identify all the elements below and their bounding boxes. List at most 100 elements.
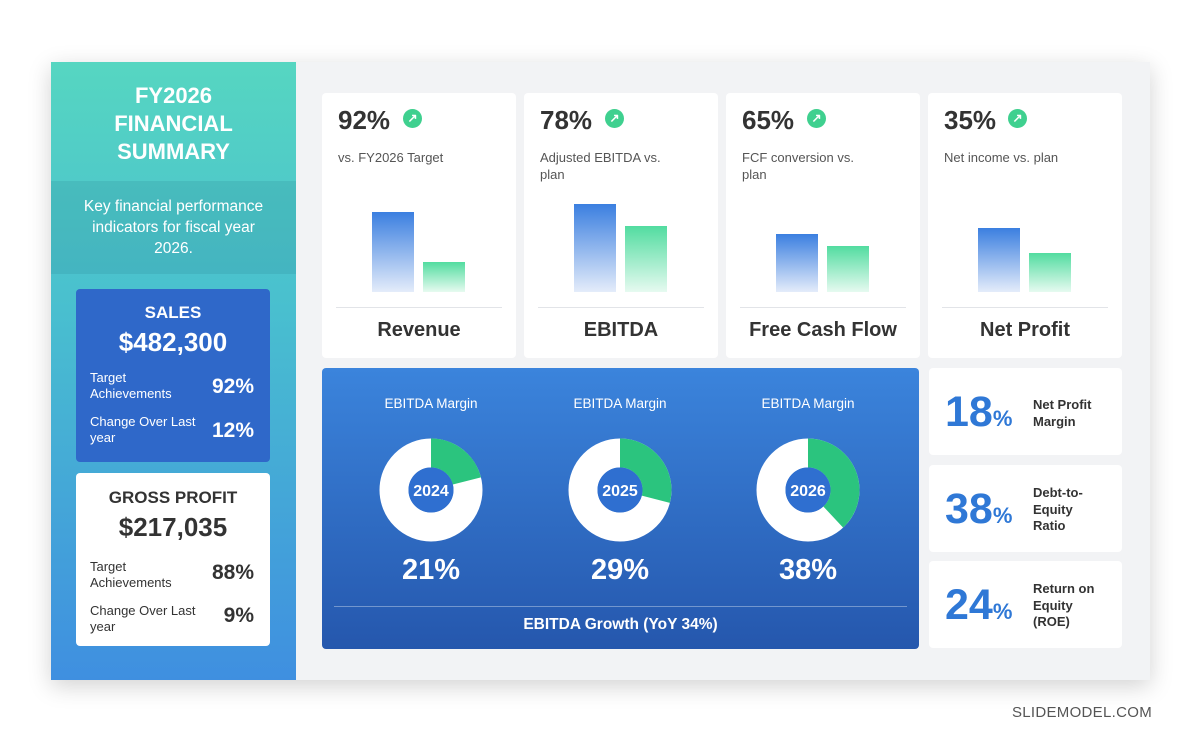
gross-change-label: Change Over Last year xyxy=(90,603,196,634)
sidebar-title-line: FY2026 xyxy=(134,83,213,108)
ratio-label: Net Profit Margin xyxy=(1033,397,1092,430)
ratio-unit: % xyxy=(992,406,1013,431)
kpi-bar-primary xyxy=(574,204,616,292)
ebitda-growth-label: EBITDA Growth (YoY 34%) xyxy=(523,616,718,633)
kpi-bar-secondary xyxy=(423,262,465,292)
ratio-number: 38 xyxy=(945,485,993,533)
donut-label: EBITDA Margin xyxy=(573,396,667,411)
arrow-up-right-icon: ↗ xyxy=(1008,109,1027,128)
ratio-label-line: Margin xyxy=(1033,413,1076,429)
sales-value: $482,300 xyxy=(118,327,228,357)
donut-percent: 21% xyxy=(401,554,461,586)
kpi-divider xyxy=(336,307,502,308)
ratio-label-line: Ratio xyxy=(1033,518,1066,533)
donut-center xyxy=(785,467,831,513)
donut-label: EBITDA Margin xyxy=(384,396,478,411)
donut-chart: 2026 xyxy=(756,438,860,542)
arrow-up-right-icon: ↗ xyxy=(807,109,826,128)
panel-divider xyxy=(334,606,907,607)
donut-chart: 2025 xyxy=(568,438,672,542)
donut-year: 2024 xyxy=(413,483,449,500)
sidebar: FY2026 FINANCIAL SUMMARY Key financial p… xyxy=(51,62,296,680)
kpi-card-free-cash-flow: 65% ↗ FCF conversion vs. plan Free Cash … xyxy=(726,93,920,358)
donut-segment xyxy=(568,438,672,542)
sales-change-value: 12% xyxy=(211,419,254,442)
kpi-bar-secondary xyxy=(625,226,667,292)
ratio-card-debt-to-equity: 38% Debt-to- Equity Ratio xyxy=(929,465,1122,552)
ratio-label-line: (ROE) xyxy=(1033,614,1070,629)
kpi-subtitle: vs. FY2026 Target xyxy=(338,150,444,165)
sidebar-description-band xyxy=(51,181,296,274)
ebitda-donut-2024: EBITDA Margin 2024 21% xyxy=(341,368,521,608)
donut-segment xyxy=(756,438,860,542)
ratio-number: 18 xyxy=(945,388,993,436)
ebitda-margin-panel: EBITDA Margin 2024 21% EBITDA Margin 202… xyxy=(322,368,919,649)
kpi-subtitle: Adjusted EBITDA vs. plan xyxy=(540,150,661,182)
kpi-card-net-profit: 35% ↗ Net income vs. plan Net Profit xyxy=(928,93,1122,358)
kpi-bar-primary xyxy=(776,234,818,292)
donut-percent: 29% xyxy=(590,554,650,586)
sales-target-label: Target Achievements xyxy=(90,370,172,401)
ebitda-donut-2025: EBITDA Margin 2025 29% xyxy=(530,368,710,608)
ratio-label: Debt-to- Equity Ratio xyxy=(1033,485,1083,535)
ratio-label-line: Return on xyxy=(1033,581,1095,596)
donut-center xyxy=(408,467,454,513)
kpi-percent: 78% xyxy=(540,105,593,135)
kpi-name: Net Profit xyxy=(980,319,1070,341)
gross-change-value: 9% xyxy=(223,604,254,627)
sidebar-title: FY2026 FINANCIAL SUMMARY xyxy=(51,82,296,166)
arrow-up-right-icon: ↗ xyxy=(605,109,624,128)
kpi-percent: 92% xyxy=(338,105,391,135)
kpi-bar-primary xyxy=(978,228,1020,292)
sales-card: SALES $482,300 Target Achievements 92% C… xyxy=(76,289,270,462)
gross-target-value: 88% xyxy=(211,561,254,584)
gross-target-label: Target Achievements xyxy=(90,559,172,590)
ebitda-donut-2026: EBITDA Margin 2026 38% xyxy=(718,368,898,608)
kpi-subtitle: Net income vs. plan xyxy=(944,150,1059,165)
ratio-card-net-profit-margin: 18% Net Profit Margin xyxy=(929,368,1122,455)
ratio-card-return-on-equity: 24% Return on Equity (ROE) xyxy=(929,561,1122,648)
ratio-label: Return on Equity (ROE) xyxy=(1033,581,1094,631)
gross-profit-value: $217,035 xyxy=(118,512,228,542)
sidebar-title-line: SUMMARY xyxy=(117,139,230,164)
kpi-bar-primary xyxy=(372,212,414,292)
kpi-card-ebitda: 78% ↗ Adjusted EBITDA vs. plan EBITDA xyxy=(524,93,718,358)
kpi-card-revenue: 92% ↗ vs. FY2026 Target Revenue xyxy=(322,93,516,358)
ratio-unit: % xyxy=(992,599,1013,624)
gross-profit-title: GROSS PROFIT xyxy=(108,488,238,507)
donut-label: EBITDA Margin xyxy=(761,396,855,411)
kpi-name: Revenue xyxy=(377,319,461,341)
ratio-label-line: Equity xyxy=(1033,501,1073,517)
kpi-divider xyxy=(538,307,704,308)
kpi-divider xyxy=(740,307,906,308)
sales-target-value: 92% xyxy=(211,375,254,398)
brand-watermark: SLIDEMODEL.COM xyxy=(1011,704,1152,721)
ratio-value: 38% xyxy=(945,483,1012,542)
kpi-bar-secondary xyxy=(827,246,869,292)
gross-profit-card: GROSS PROFIT $217,035 Target Achievement… xyxy=(76,473,270,646)
donut-percent: 38% xyxy=(778,554,838,586)
arrow-up-right-icon: ↗ xyxy=(403,109,422,128)
financial-summary-slide: FY2026 FINANCIAL SUMMARY Key financial p… xyxy=(51,62,1150,680)
ratio-label-line: Net Profit xyxy=(1033,397,1092,412)
ratio-unit: % xyxy=(992,503,1013,528)
ratio-value: 18% xyxy=(945,386,1012,445)
ratio-value: 24% xyxy=(945,579,1012,638)
sales-title: SALES xyxy=(144,303,202,322)
ratio-number: 24 xyxy=(945,581,993,629)
kpi-name: EBITDA xyxy=(583,319,659,341)
kpi-percent: 35% xyxy=(944,105,997,135)
donut-segment xyxy=(379,438,483,542)
kpi-divider xyxy=(942,307,1108,308)
kpi-subtitle: FCF conversion vs. plan xyxy=(742,150,854,182)
donut-center xyxy=(597,467,643,513)
sales-change-label: Change Over Last year xyxy=(90,414,196,445)
donut-year: 2025 xyxy=(602,483,638,500)
sidebar-title-line: FINANCIAL xyxy=(114,111,233,136)
kpi-percent: 65% xyxy=(742,105,795,135)
ratio-label-line: Debt-to- xyxy=(1033,485,1083,500)
ratio-label-line: Equity xyxy=(1033,597,1073,613)
donut-chart: 2024 xyxy=(379,438,483,542)
kpi-name: Free Cash Flow xyxy=(749,319,897,341)
sidebar-description: Key financial performance indicators for… xyxy=(83,198,264,257)
